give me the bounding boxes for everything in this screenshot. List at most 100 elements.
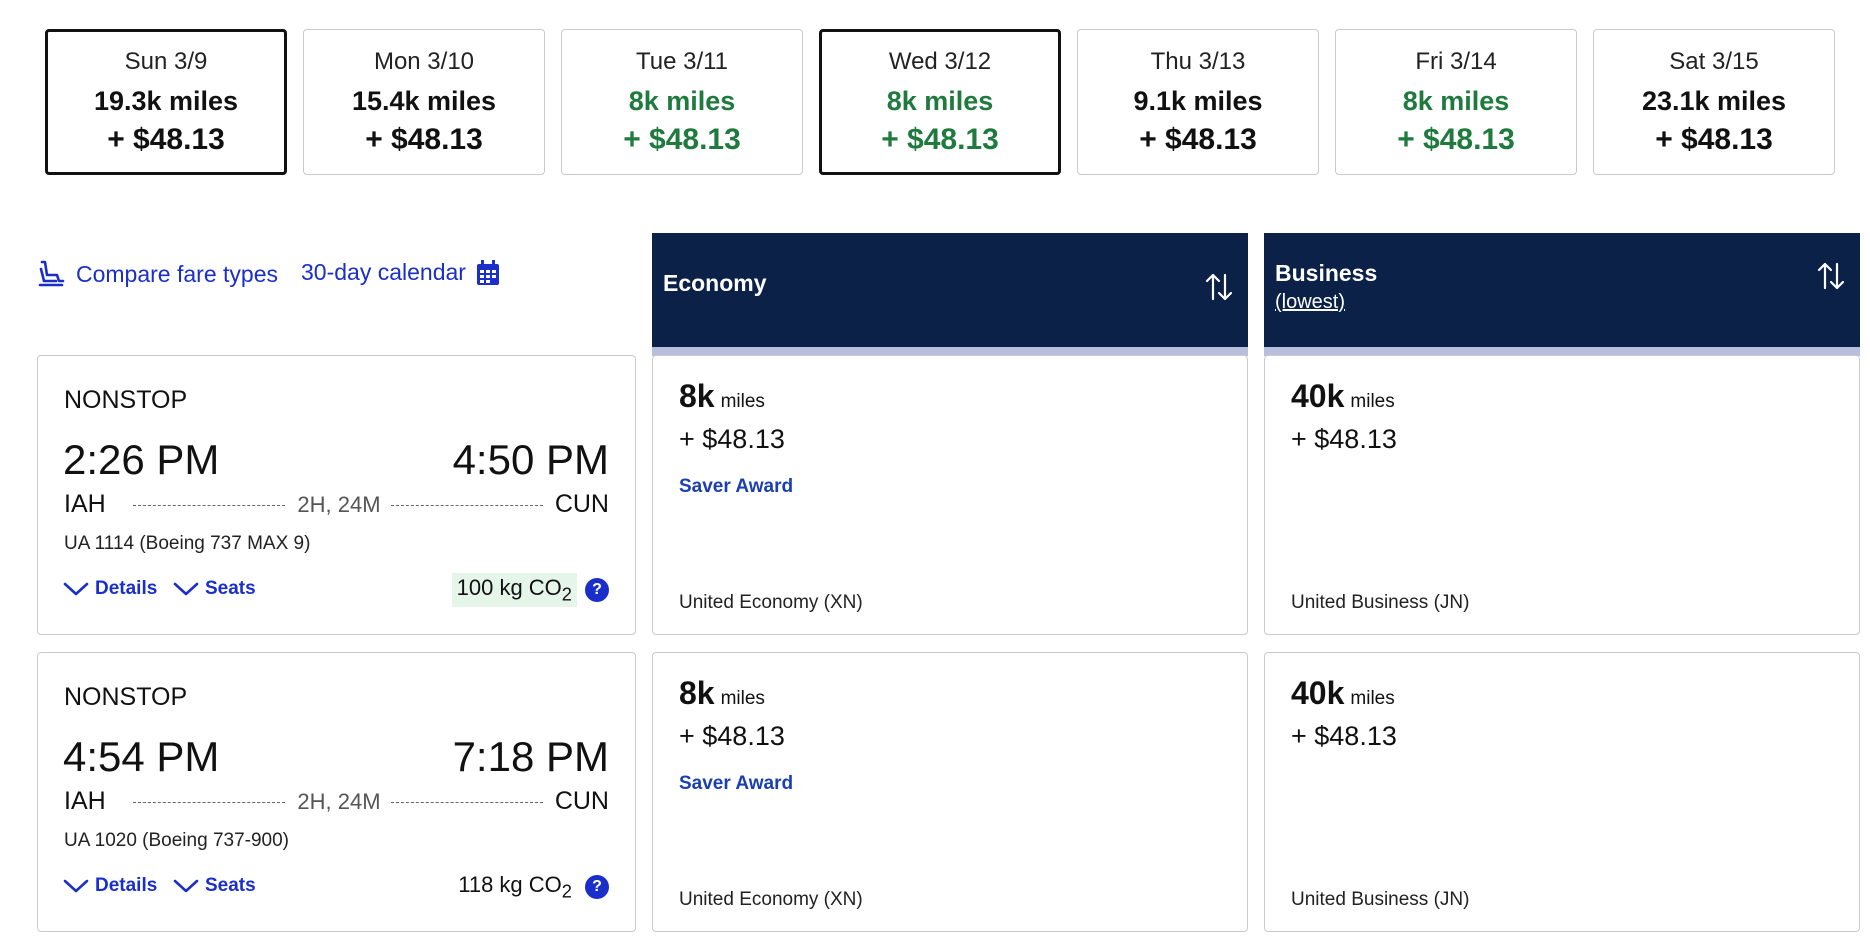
- date-card-thu-3-13[interactable]: Thu 3/13 9.1k miles + $48.13: [1077, 29, 1319, 175]
- date-miles: 23.1k miles: [1641, 86, 1787, 116]
- business-column-header[interactable]: Business (lowest): [1264, 233, 1860, 356]
- help-icon[interactable]: ?: [585, 578, 609, 602]
- arrival-time: 7:18 PM: [452, 733, 609, 780]
- fare-miles-value: 8k: [679, 378, 715, 414]
- economy-fare-option[interactable]: 8k miles + $48.13 Saver Award United Econ…: [652, 355, 1248, 635]
- fare-miles-unit: miles: [1350, 688, 1395, 709]
- business-fare-option[interactable]: 40k miles + $48.13 United Business (JN): [1264, 355, 1860, 635]
- fare-class: United Economy (XN): [679, 592, 863, 613]
- compare-fare-types-link[interactable]: Compare fare types: [36, 259, 278, 289]
- date-label: Sat 3/15: [1669, 48, 1759, 75]
- date-cash: + $48.13: [1397, 123, 1515, 156]
- 30-day-calendar-link[interactable]: 30-day calendar: [301, 259, 500, 286]
- route-line: [133, 802, 285, 803]
- chevron-down-icon: [63, 879, 89, 893]
- date-label: Wed 3/12: [888, 48, 992, 75]
- date-label: Sun 3/9: [124, 48, 208, 75]
- fare-class: United Economy (XN): [679, 889, 863, 910]
- details-toggle[interactable]: Details: [63, 578, 157, 600]
- route-line: [391, 505, 543, 506]
- seats-label: Seats: [205, 578, 256, 599]
- economy-fare-option[interactable]: 8k miles + $48.13 Saver Award United Econ…: [652, 652, 1248, 932]
- fare-miles-unit: miles: [1350, 391, 1395, 412]
- date-card-mon-3-10[interactable]: Mon 3/10 15.4k miles + $48.13: [303, 29, 545, 175]
- date-cash: + $48.13: [1655, 123, 1773, 156]
- date-card-tue-3-11[interactable]: Tue 3/11 8k miles + $48.13: [561, 29, 803, 175]
- date-cash: + $48.13: [881, 123, 999, 156]
- route-line: [391, 802, 543, 803]
- departure-time: 2:26 PM: [63, 436, 220, 483]
- co2-subscript: 2: [561, 583, 572, 605]
- date-cash: + $48.13: [107, 123, 225, 156]
- fare-miles-unit: miles: [720, 688, 765, 709]
- co2-emissions: 100 kg CO2: [451, 573, 577, 608]
- date-label: Thu 3/13: [1150, 48, 1246, 75]
- date-card-sat-3-15[interactable]: Sat 3/15 23.1k miles + $48.13: [1593, 29, 1835, 175]
- fare-class: United Business (JN): [1291, 592, 1470, 613]
- sort-arrows-icon[interactable]: [1816, 260, 1846, 292]
- date-label: Fri 3/14: [1415, 48, 1497, 75]
- date-card-sun-3-9[interactable]: Sun 3/9 19.3k miles + $48.13: [45, 29, 287, 175]
- date-miles: 19.3k miles: [93, 86, 239, 116]
- chevron-down-icon: [173, 879, 199, 893]
- fare-cash: + $48.13: [1291, 424, 1397, 454]
- date-card-wed-3-12[interactable]: Wed 3/12 8k miles + $48.13: [819, 29, 1061, 175]
- stops-label: NONSTOP: [64, 683, 188, 711]
- date-miles: 15.4k miles: [351, 86, 497, 116]
- fare-miles: 40k miles: [1291, 675, 1395, 712]
- calendar-icon: [476, 259, 499, 285]
- date-miles: 8k miles: [886, 86, 994, 116]
- origin-airport: IAH: [64, 490, 106, 518]
- origin-airport: IAH: [64, 787, 106, 815]
- business-fare-option[interactable]: 40k miles + $48.13 United Business (JN): [1264, 652, 1860, 932]
- date-miles: 8k miles: [1402, 86, 1510, 116]
- fare-miles: 40k miles: [1291, 378, 1395, 415]
- fare-class: United Business (JN): [1291, 889, 1470, 910]
- economy-title: Economy: [663, 270, 767, 296]
- fare-miles-unit: miles: [720, 391, 765, 412]
- business-title: Business: [1275, 260, 1378, 286]
- stops-label: NONSTOP: [64, 386, 188, 414]
- flight-number: UA 1114 (Boeing 737 MAX 9): [64, 533, 311, 554]
- date-cash: + $48.13: [365, 123, 483, 156]
- seats-toggle[interactable]: Seats: [173, 578, 256, 600]
- fare-cash: + $48.13: [1291, 721, 1397, 751]
- date-cash: + $48.13: [1139, 123, 1257, 156]
- fare-miles-value: 8k: [679, 675, 715, 711]
- sort-arrows-icon[interactable]: [1204, 271, 1234, 303]
- co2-value: 118 kg CO: [458, 872, 562, 897]
- saver-award-label: Saver Award: [679, 476, 794, 497]
- flight-number: UA 1020 (Boeing 737-900): [64, 830, 289, 851]
- economy-column-header[interactable]: Economy: [652, 233, 1248, 356]
- fare-miles: 8k miles: [679, 675, 765, 712]
- arrival-time: 4:50 PM: [452, 436, 609, 483]
- fare-cash: + $48.13: [679, 721, 785, 751]
- departure-time: 4:54 PM: [63, 733, 220, 780]
- flight-card: NONSTOP 4:54 PM 7:18 PM IAH 2H, 24M CUN …: [37, 652, 636, 932]
- saver-award-label: Saver Award: [679, 773, 794, 794]
- flight-card: NONSTOP 2:26 PM 4:50 PM IAH 2H, 24M CUN …: [37, 355, 636, 635]
- date-cash: + $48.13: [623, 123, 741, 156]
- date-card-fri-3-14[interactable]: Fri 3/14 8k miles + $48.13: [1335, 29, 1577, 175]
- chevron-down-icon: [173, 582, 199, 596]
- chevron-down-icon: [63, 582, 89, 596]
- date-label: Tue 3/11: [635, 48, 729, 75]
- flight-duration: 2H, 24M: [297, 789, 381, 814]
- help-icon[interactable]: ?: [585, 875, 609, 899]
- seats-label: Seats: [205, 875, 256, 896]
- fare-cash: + $48.13: [679, 424, 785, 454]
- business-lowest-link[interactable]: (lowest): [1275, 291, 1346, 313]
- details-label: Details: [95, 578, 158, 599]
- flight-duration: 2H, 24M: [297, 492, 381, 517]
- co2-value: 100 kg CO: [456, 575, 562, 600]
- 30-day-calendar-label: 30-day calendar: [301, 259, 466, 285]
- compare-fare-types-label: Compare fare types: [76, 260, 278, 287]
- details-label: Details: [95, 875, 158, 896]
- seats-toggle[interactable]: Seats: [173, 875, 256, 897]
- fare-miles-value: 40k: [1291, 378, 1345, 414]
- date-miles: 9.1k miles: [1133, 86, 1263, 116]
- date-label: Mon 3/10: [373, 48, 475, 75]
- fare-miles: 8k miles: [679, 378, 765, 415]
- details-toggle[interactable]: Details: [63, 875, 157, 897]
- date-miles: 8k miles: [628, 86, 736, 116]
